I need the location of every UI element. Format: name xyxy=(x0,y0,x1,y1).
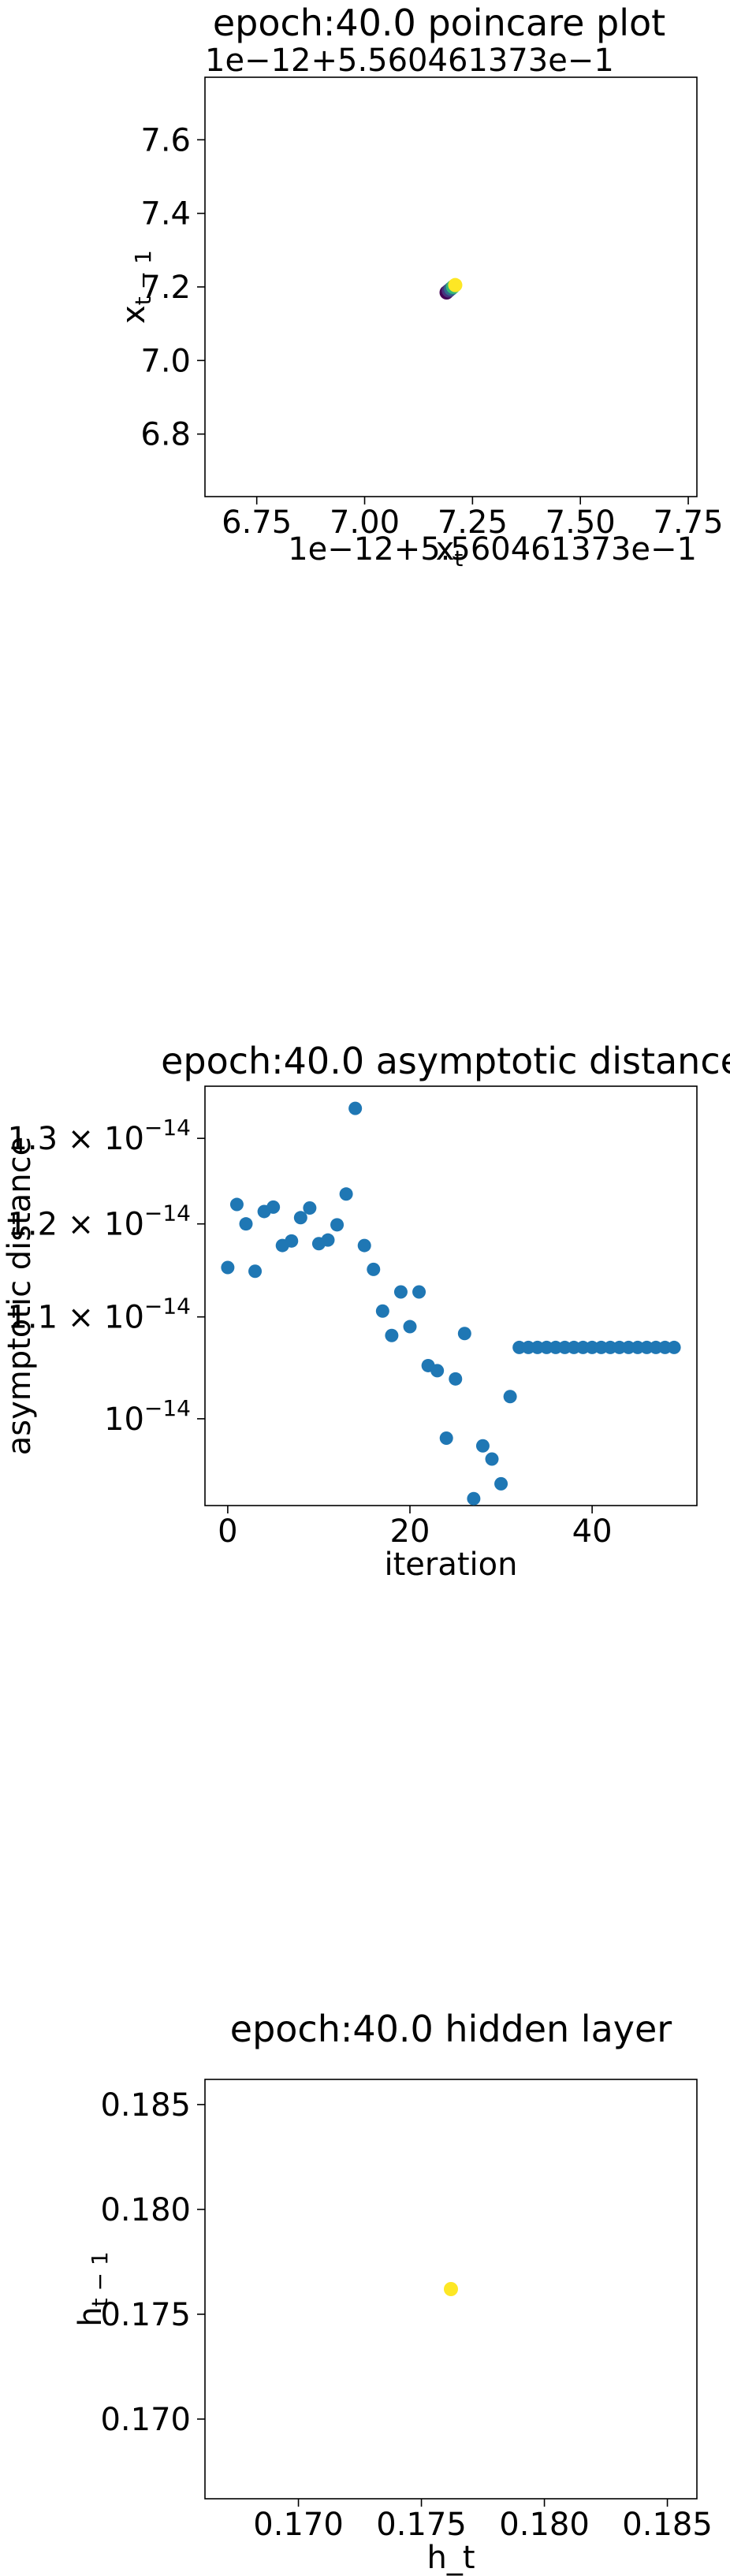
y-tick-label: 0.185 xyxy=(100,2087,191,2124)
poincare-y-offset: 1e−12+5.560461373e−1 xyxy=(205,43,614,79)
y-tick-label: 1.1 × 10−14 xyxy=(7,1294,191,1336)
data-point xyxy=(285,1234,299,1248)
asymptotic-chart: epoch:40.0 asymptotic distance 0 20 40 10−… xyxy=(2,1040,730,1583)
x-tick-label: 0.170 xyxy=(253,2507,344,2543)
data-point xyxy=(667,1340,681,1354)
data-point xyxy=(239,1217,253,1231)
data-point xyxy=(475,1439,490,1453)
hidden-layer-x-ticks: 0.170 0.175 0.180 0.185 xyxy=(253,2499,713,2543)
x-tick-label: 7.00 xyxy=(330,504,400,541)
asymptotic-points xyxy=(221,1101,681,1506)
y-tick-label: 10−14 xyxy=(104,1395,191,1438)
x-tick-label: 7.50 xyxy=(546,504,616,541)
poincare-chart: epoch:40.0 poincare plot 1e−12+5.5604613… xyxy=(116,2,724,571)
y-tick-label: 7.2 xyxy=(140,270,191,306)
y-tick-label: 7.6 xyxy=(140,122,191,158)
y-tick-label: 7.0 xyxy=(140,343,191,379)
data-point xyxy=(229,1197,244,1212)
y-tick-label: 0.175 xyxy=(100,2297,191,2333)
y-tick-label: 0.180 xyxy=(100,2192,191,2228)
data-point xyxy=(439,1431,453,1446)
data-point xyxy=(348,1101,363,1115)
data-point xyxy=(248,1264,263,1279)
data-point xyxy=(485,1452,499,1466)
data-point xyxy=(449,1372,463,1386)
hidden-layer-y-label: ht − 1 xyxy=(73,2251,113,2326)
data-point xyxy=(385,1328,399,1342)
data-point xyxy=(339,1187,353,1201)
x-tick-label: 40 xyxy=(572,1513,613,1550)
data-point xyxy=(221,1260,235,1275)
x-tick-label: 0.175 xyxy=(376,2507,467,2543)
hidden-layer-title: epoch:40.0 hidden layer xyxy=(230,2008,672,2050)
x-tick-label: 0.185 xyxy=(622,2507,713,2543)
x-tick-label: 20 xyxy=(390,1513,430,1550)
x-tick-label: 0.180 xyxy=(499,2507,590,2543)
hidden-layer-plot-area xyxy=(204,2079,698,2500)
x-tick-label: 7.25 xyxy=(438,504,508,541)
data-point xyxy=(503,1390,517,1404)
data-point xyxy=(494,1476,508,1491)
y-tick-label: 1.2 × 10−14 xyxy=(7,1201,191,1243)
data-point xyxy=(330,1218,345,1232)
poincare-x-offset: 1e−12+5.560461373e−1 xyxy=(288,531,697,568)
data-point xyxy=(293,1211,307,1225)
data-point xyxy=(266,1200,281,1214)
poincare-x-ticks: 6.75 7.00 7.25 7.50 7.75 xyxy=(222,497,724,541)
data-point xyxy=(412,1285,426,1299)
data-point xyxy=(367,1262,381,1276)
asymptotic-y-ticks: 10−14 1.1 × 10−14 1.2 × 10−14 1.3 × 10−14 xyxy=(7,1115,205,1438)
poincare-y-label: xt − 1 xyxy=(116,250,156,324)
asymptotic-x-label: iteration xyxy=(385,1547,518,1583)
asymptotic-plot-area xyxy=(204,1085,698,1506)
data-point xyxy=(467,1491,481,1506)
hidden-layer-x-label: h_t xyxy=(426,2540,475,2576)
data-point xyxy=(448,277,463,292)
asymptotic-x-ticks: 0 20 40 xyxy=(218,1506,613,1550)
poincare-y-ticks: 6.8 7.0 7.2 7.4 7.6 xyxy=(140,122,205,453)
data-point xyxy=(357,1238,371,1253)
asymptotic-title: epoch:40.0 asymptotic distance xyxy=(161,1040,730,1082)
x-tick-label: 7.75 xyxy=(654,504,724,541)
data-point xyxy=(457,1327,471,1341)
data-point xyxy=(375,1304,389,1318)
poincare-title: epoch:40.0 poincare plot xyxy=(213,2,665,44)
y-tick-label: 0.170 xyxy=(100,2402,191,2438)
data-point xyxy=(321,1233,335,1247)
data-point xyxy=(430,1364,445,1378)
x-tick-label: 6.75 xyxy=(222,504,292,541)
y-tick-label: 1.3 × 10−14 xyxy=(7,1115,191,1157)
y-tick-label: 6.8 xyxy=(140,417,191,453)
asymptotic-y-label: asymptotic distance xyxy=(2,1137,38,1456)
poincare-points xyxy=(439,277,463,300)
data-point xyxy=(403,1320,417,1334)
hidden-layer-chart: epoch:40.0 hidden layer 0.170 0.175 0.180 0… xyxy=(73,2008,713,2576)
data-point xyxy=(393,1285,408,1299)
data-point xyxy=(303,1201,317,1215)
y-tick-label: 7.4 xyxy=(140,196,191,233)
hidden-layer-y-ticks: 0.170 0.175 0.180 0.185 xyxy=(100,2087,205,2438)
data-point xyxy=(444,2282,458,2296)
hidden-layer-points xyxy=(444,2282,458,2296)
x-tick-label: 0 xyxy=(218,1513,237,1550)
